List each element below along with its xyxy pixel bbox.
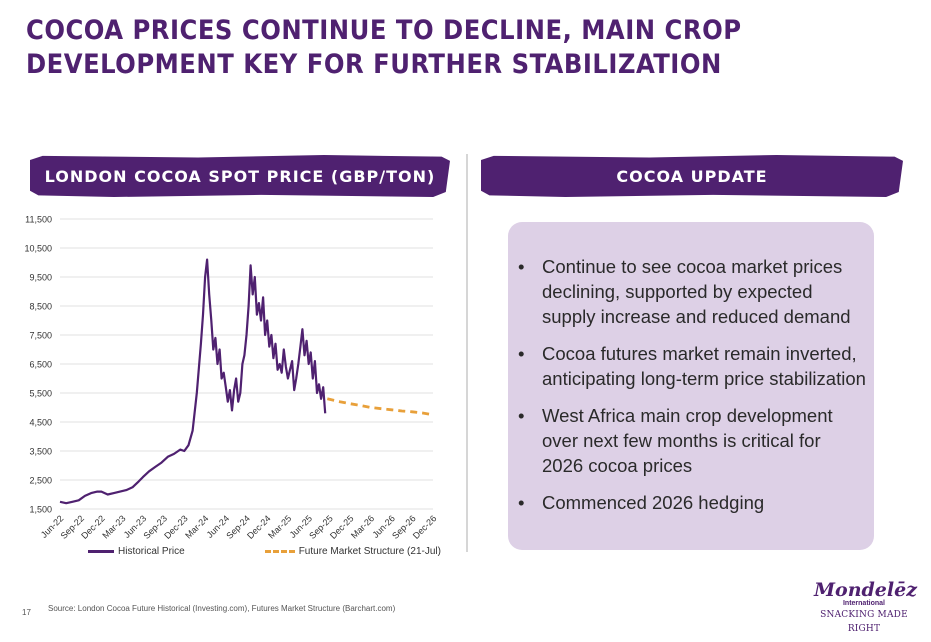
logo-wordmark: Mondelēz: [814, 579, 917, 601]
x-tick-label: Mar-25: [266, 513, 293, 540]
y-tick-label: 2,500: [29, 476, 52, 486]
mondelez-logo: Mondelēz International SNACKING MADE RIG…: [814, 579, 917, 636]
bullet-item: • Cocoa futures market remain inverted, a…: [518, 341, 866, 391]
logo-tagline: SNACKING MADE RIGHT: [820, 610, 908, 634]
bullet-text: Continue to see cocoa market prices decl…: [542, 256, 851, 327]
bullet-item: • Continue to see cocoa market prices dec…: [518, 254, 866, 329]
cocoa-price-chart: 1,500 2,500 3,500 4,500 5,500 6,500 7,500 8,500…: [24, 215, 439, 541]
bullet-item: • West Africa main crop development over …: [518, 403, 866, 478]
bullet-icon: •: [518, 492, 525, 513]
bullet-text: West Africa main crop development over n…: [542, 405, 833, 476]
y-tick-label: 5,500: [29, 389, 52, 399]
chart-gridlines: [60, 218, 433, 510]
chart-banner-label: LONDON COCOA SPOT PRICE (GBP/TON): [44, 166, 436, 186]
chart-series: [59, 258, 434, 505]
y-tick-label: 9,500: [29, 273, 52, 283]
y-tick-label: 10,500: [24, 244, 52, 254]
legend-futures-label: Future Market Structure (21-Jul): [298, 546, 441, 557]
futures-curve-line: [326, 397, 434, 417]
y-tick-label: 11,500: [25, 215, 52, 225]
y-tick-label: 1,500: [29, 505, 52, 515]
y-tick-label: 8,500: [29, 302, 52, 312]
x-axis-ticks: Jun-22Sep-22Dec-22Mar-23Jun-23Sep-23Dec-…: [39, 513, 439, 541]
x-tick-label: Dec-26: [411, 513, 439, 541]
chart-legend: Historical Price Future Market Structure…: [88, 546, 441, 557]
y-tick-label: 4,500: [29, 418, 52, 428]
update-banner: COCOA UPDATE: [481, 155, 903, 197]
source-note: Source: London Cocoa Future Historical (…: [48, 604, 396, 613]
page-title: COCOA PRICES CONTINUE TO DECLINE, MAIN C…: [26, 15, 742, 80]
y-tick-label: 7,500: [29, 331, 52, 341]
bullet-text: Commenced 2026 hedging: [542, 492, 765, 513]
legend-futures: Future Market Structure (21-Jul): [264, 546, 441, 557]
bullet-item: • Commenced 2026 hedging: [518, 490, 866, 515]
update-banner-label: COCOA UPDATE: [616, 166, 768, 186]
bullet-icon: •: [518, 343, 525, 364]
bullet-text: Cocoa futures market remain inverted, an…: [542, 343, 866, 389]
chart-banner: LONDON COCOA SPOT PRICE (GBP/TON): [30, 155, 450, 197]
y-tick-label: 3,500: [29, 447, 52, 457]
x-tick-label: Mar-23: [100, 513, 127, 540]
legend-historical: Historical Price: [88, 546, 185, 557]
y-tick-label: 6,500: [29, 360, 52, 370]
legend-dashed-swatch: [264, 550, 295, 553]
cocoa-update-box: • Continue to see cocoa market prices dec…: [508, 222, 874, 550]
bullet-icon: •: [518, 256, 525, 277]
x-tick-label: Mar-26: [349, 513, 376, 540]
legend-solid-swatch: [88, 550, 114, 553]
y-axis-ticks: 1,500 2,500 3,500 4,500 5,500 6,500 7,500 8,500…: [24, 215, 52, 515]
column-divider: [466, 154, 468, 552]
legend-historical-label: Historical Price: [118, 546, 185, 557]
historical-price-line: [59, 258, 327, 505]
x-tick-label: Mar-24: [183, 513, 210, 540]
page-number: 17: [22, 608, 31, 617]
update-bullet-list: • Continue to see cocoa market prices dec…: [518, 254, 866, 527]
logo-subtitle: International: [842, 600, 885, 607]
bullet-icon: •: [518, 405, 525, 426]
